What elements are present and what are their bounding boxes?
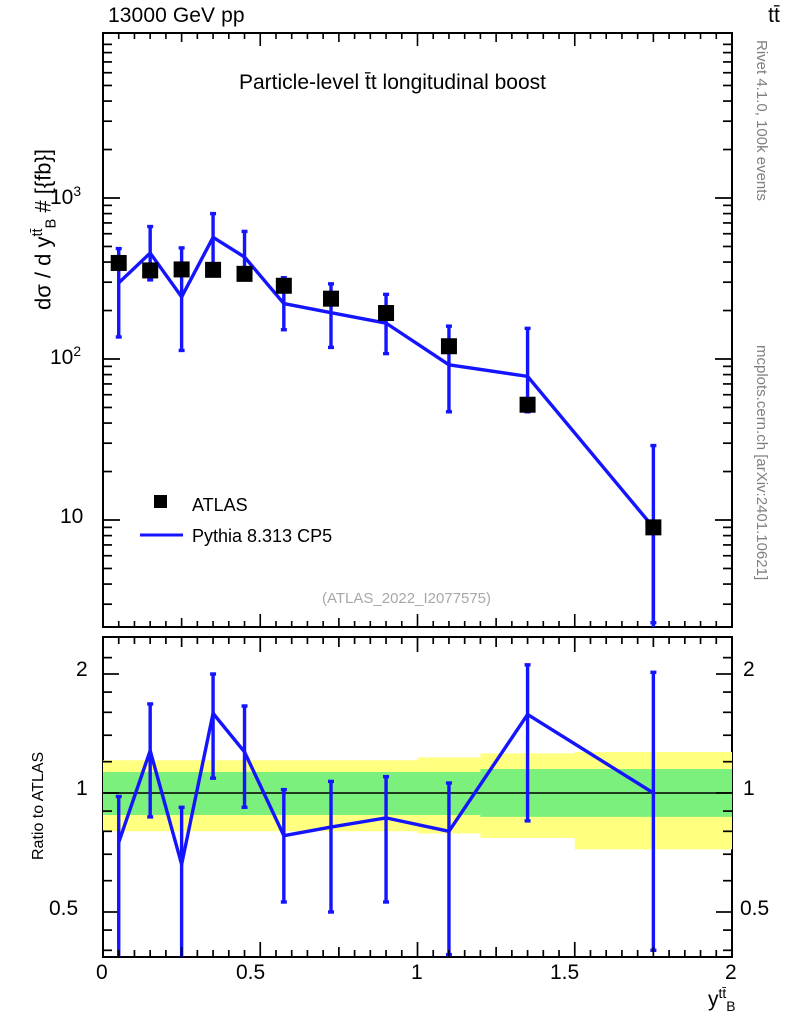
ratio-outer-uncertainty-band — [103, 751, 732, 850]
ratio-axis-ticks — [103, 656, 732, 952]
ratio-ytick-05-right: 0.5 — [740, 897, 770, 920]
ratio-inner-uncertainty-band — [103, 769, 732, 817]
ratio-ytick-2-left: 2 — [76, 658, 88, 681]
ratio-y-axis-label: Ratio to ATLAS — [30, 751, 47, 860]
y-label-sup: tt̄ — [30, 228, 46, 237]
x-axis-title: ytt̄B — [708, 985, 735, 1014]
plot-title: Particle-level t̄t longitudinal boost — [239, 71, 547, 94]
ratio-ytick-2-right: 2 — [743, 658, 755, 681]
ytick-exp-1: 2 — [73, 343, 82, 359]
main-ytick-10: 10 — [60, 505, 83, 529]
ratio-errorbars — [115, 663, 657, 957]
x-title-sup: tt̄ — [718, 985, 727, 1001]
xtick-label-2: 1 — [411, 961, 423, 984]
legend-label-pythia: Pythia 8.313 CP5 — [192, 526, 333, 546]
legend-label-atlas: ATLAS — [192, 495, 248, 515]
ytick-base-2: 10 — [60, 505, 84, 528]
xtick-label-3: 1.5 — [550, 961, 580, 984]
ratio-ytick-1-right: 1 — [743, 777, 755, 800]
analysis-id-watermark: (ATLAS_2022_I2077575) — [322, 590, 492, 607]
ytick-base-1: 10 — [50, 346, 74, 369]
xtick-label-0: 0 — [96, 961, 108, 984]
ratio-ytick-1-left: 1 — [76, 777, 88, 800]
ratio-panel-frame — [102, 636, 733, 958]
ytick-exp-0: 3 — [73, 183, 82, 199]
x-title-sub: B — [726, 998, 736, 1015]
legend-marker-atlas — [154, 495, 167, 508]
y-label-pre: dσ / d y — [30, 236, 56, 311]
y-label-sub: B — [43, 218, 60, 229]
pythia-errorbars-main — [115, 211, 657, 627]
rivet-version-label: Rivet 4.1.0, 100k events — [753, 40, 770, 201]
main-ytick-1000: 103 — [50, 183, 81, 210]
atlas-datapoints-main — [110, 254, 662, 536]
ratio-ytick-05-left: 0.5 — [49, 897, 79, 920]
main-y-axis-label: dσ / d ytt̄B # [{fb}] — [30, 149, 60, 310]
xtick-label-4: 2 — [725, 961, 737, 984]
ytick-base-0: 10 — [50, 186, 74, 209]
mcplots-source-label: mcplots.cern.ch [arXiv:2401.10621] — [753, 345, 770, 581]
x-title-pre: y — [708, 988, 719, 1011]
pythia-curve-main — [117, 235, 655, 529]
header-left-label: 13000 GeV pp — [108, 4, 245, 27]
ratio-curve — [117, 711, 655, 867]
xtick-label-1: 0.5 — [236, 961, 266, 984]
header-right-label: tt̄ — [768, 4, 780, 27]
x-axis-ticks — [102, 637, 733, 957]
main-ytick-100: 102 — [50, 343, 81, 370]
